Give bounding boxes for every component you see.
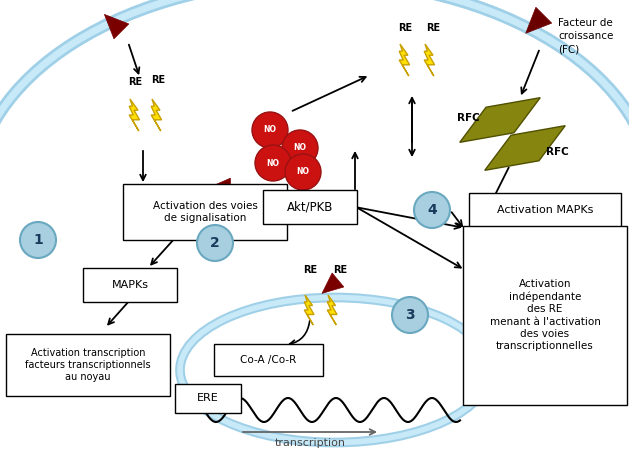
FancyBboxPatch shape <box>263 190 357 224</box>
Text: Activation MAPKs: Activation MAPKs <box>497 205 593 215</box>
Circle shape <box>282 130 318 166</box>
Circle shape <box>255 145 291 181</box>
Circle shape <box>20 222 56 258</box>
FancyBboxPatch shape <box>469 193 621 227</box>
Polygon shape <box>322 273 344 294</box>
Text: NO: NO <box>264 125 277 135</box>
Polygon shape <box>424 44 435 76</box>
Polygon shape <box>526 7 552 34</box>
Text: NO: NO <box>294 144 306 153</box>
FancyBboxPatch shape <box>123 184 287 240</box>
Text: RE: RE <box>303 265 317 275</box>
Polygon shape <box>304 295 314 325</box>
Text: RE: RE <box>333 265 347 275</box>
Polygon shape <box>151 99 162 131</box>
Polygon shape <box>327 295 337 325</box>
Text: Co-A /Co-R: Co-A /Co-R <box>240 355 296 365</box>
FancyBboxPatch shape <box>83 268 177 302</box>
Text: RFC: RFC <box>457 113 479 123</box>
Text: Activation des voies
de signalisation: Activation des voies de signalisation <box>153 201 257 223</box>
Circle shape <box>197 225 233 261</box>
Text: Activation transcription
facteurs transcriptionnels
au noyau: Activation transcription facteurs transc… <box>25 347 151 382</box>
Text: ERE: ERE <box>197 393 219 403</box>
Text: MAPKs: MAPKs <box>111 280 148 290</box>
Text: RFC: RFC <box>545 147 569 157</box>
Polygon shape <box>399 44 409 76</box>
Polygon shape <box>129 99 140 131</box>
Text: 1: 1 <box>33 233 43 247</box>
Circle shape <box>392 297 428 333</box>
Polygon shape <box>208 203 230 223</box>
Text: RE: RE <box>128 77 142 87</box>
FancyBboxPatch shape <box>463 226 627 405</box>
Text: 2: 2 <box>210 236 220 250</box>
Polygon shape <box>485 125 565 170</box>
Text: Facteur de
croissance
(FC): Facteur de croissance (FC) <box>558 18 613 54</box>
Text: RE: RE <box>151 75 165 85</box>
Text: RE: RE <box>398 23 412 33</box>
Polygon shape <box>460 98 540 142</box>
Text: NO: NO <box>267 159 279 168</box>
Circle shape <box>252 112 288 148</box>
Polygon shape <box>104 14 129 39</box>
FancyBboxPatch shape <box>6 334 170 396</box>
Text: 4: 4 <box>427 203 437 217</box>
Text: Activation
indépendante
des RE
menant à l'activation
des voies
transcriptionnell: Activation indépendante des RE menant à … <box>489 279 601 352</box>
Polygon shape <box>208 178 230 198</box>
Text: transcription: transcription <box>274 438 345 448</box>
FancyBboxPatch shape <box>175 384 241 413</box>
Circle shape <box>285 154 321 190</box>
Text: Akt/PKB: Akt/PKB <box>287 201 333 213</box>
Text: 3: 3 <box>405 308 415 322</box>
Circle shape <box>414 192 450 228</box>
FancyBboxPatch shape <box>213 344 323 376</box>
Text: RE: RE <box>426 23 440 33</box>
Text: NO: NO <box>296 168 309 177</box>
